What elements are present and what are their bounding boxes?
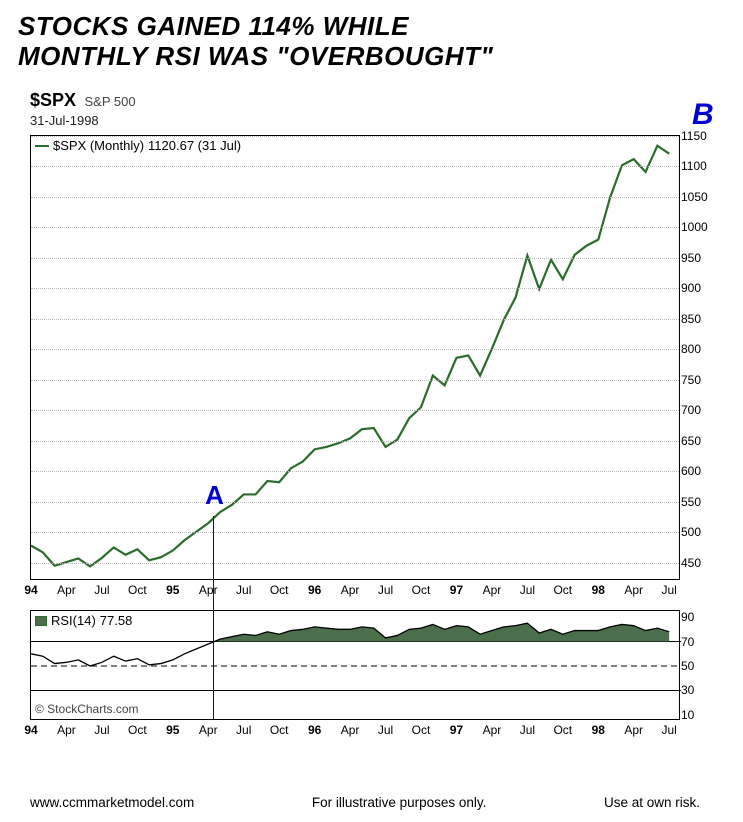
price-ytick: 450 bbox=[681, 556, 717, 570]
price-xtick: Jul bbox=[520, 583, 535, 597]
price-chart: $SPX (Monthly) 1120.67 (31 Jul) 45050055… bbox=[30, 135, 680, 580]
page-title: STOCKS GAINED 114% WHILE MONTHLY RSI WAS… bbox=[0, 0, 743, 72]
rsi-chart: RSI(14) 77.58 © StockCharts.com 10305070… bbox=[30, 610, 680, 720]
price-ytick: 650 bbox=[681, 434, 717, 448]
title-line1: STOCKS GAINED 114% WHILE bbox=[18, 12, 743, 42]
rsi-xtick: 94 bbox=[24, 723, 37, 737]
symbol-name: S&P 500 bbox=[84, 94, 135, 109]
rsi-xtick: Oct bbox=[553, 723, 572, 737]
price-xtick: Oct bbox=[270, 583, 289, 597]
rsi-xtick: Apr bbox=[341, 723, 360, 737]
rsi-xtick: Jul bbox=[94, 723, 109, 737]
rsi-xtick: Oct bbox=[412, 723, 431, 737]
marker-a-vline bbox=[213, 516, 214, 720]
rsi-xtick: Apr bbox=[57, 723, 76, 737]
price-xtick: Jul bbox=[662, 583, 677, 597]
rsi-xtick: Apr bbox=[199, 723, 218, 737]
rsi-xtick: Oct bbox=[270, 723, 289, 737]
price-xtick: 96 bbox=[308, 583, 321, 597]
price-ytick: 550 bbox=[681, 495, 717, 509]
rsi-xtick: Jul bbox=[236, 723, 251, 737]
price-xtick: Oct bbox=[553, 583, 572, 597]
price-xtick: 97 bbox=[450, 583, 463, 597]
price-ytick: 500 bbox=[681, 525, 717, 539]
rsi-xtick: Apr bbox=[483, 723, 502, 737]
price-plot-svg bbox=[31, 136, 681, 581]
price-xtick: Oct bbox=[128, 583, 147, 597]
rsi-ytick: 50 bbox=[681, 659, 717, 673]
footer-source: www.ccmmarketmodel.com bbox=[30, 795, 194, 810]
marker-a: A bbox=[205, 480, 224, 511]
price-ytick: 750 bbox=[681, 373, 717, 387]
price-xtick: Apr bbox=[483, 583, 502, 597]
footer-disclaimer: For illustrative purposes only. bbox=[312, 795, 487, 810]
price-xtick: Apr bbox=[57, 583, 76, 597]
title-line2: MONTHLY RSI WAS "OVERBOUGHT" bbox=[18, 42, 743, 72]
price-xtick: Apr bbox=[624, 583, 643, 597]
rsi-xtick: 97 bbox=[450, 723, 463, 737]
rsi-ytick: 10 bbox=[681, 708, 717, 722]
price-ytick: 950 bbox=[681, 251, 717, 265]
price-ytick: 900 bbox=[681, 281, 717, 295]
rsi-xtick: Oct bbox=[128, 723, 147, 737]
price-xtick: Jul bbox=[236, 583, 251, 597]
rsi-xtick: 95 bbox=[166, 723, 179, 737]
price-ytick: 850 bbox=[681, 312, 717, 326]
stockcharts-credit: © StockCharts.com bbox=[35, 702, 139, 716]
price-xtick: Jul bbox=[378, 583, 393, 597]
rsi-xtick: Jul bbox=[520, 723, 535, 737]
rsi-xtick: Jul bbox=[662, 723, 677, 737]
price-xtick: Apr bbox=[341, 583, 360, 597]
rsi-xtick: Jul bbox=[378, 723, 393, 737]
price-ytick: 800 bbox=[681, 342, 717, 356]
rsi-ytick: 90 bbox=[681, 610, 717, 624]
price-ytick: 600 bbox=[681, 464, 717, 478]
price-ytick: 1150 bbox=[681, 129, 717, 143]
price-xtick: Oct bbox=[412, 583, 431, 597]
rsi-xtick: 98 bbox=[592, 723, 605, 737]
marker-b: B bbox=[692, 98, 714, 132]
rsi-xtick: Apr bbox=[624, 723, 643, 737]
chart-date: 31-Jul-1998 bbox=[30, 113, 743, 128]
price-xtick: Apr bbox=[199, 583, 218, 597]
price-ytick: 1050 bbox=[681, 190, 717, 204]
price-xtick: Jul bbox=[94, 583, 109, 597]
chart-header: $SPX S&P 500 31-Jul-1998 bbox=[0, 72, 743, 128]
price-xtick: 98 bbox=[592, 583, 605, 597]
footer: www.ccmmarketmodel.com For illustrative … bbox=[30, 795, 700, 810]
rsi-xtick: 96 bbox=[308, 723, 321, 737]
price-ytick: 700 bbox=[681, 403, 717, 417]
symbol-code: $SPX bbox=[30, 90, 76, 110]
rsi-ytick: 70 bbox=[681, 635, 717, 649]
price-ytick: 1000 bbox=[681, 220, 717, 234]
footer-risk: Use at own risk. bbox=[604, 795, 700, 810]
price-xtick: 94 bbox=[24, 583, 37, 597]
rsi-ytick: 30 bbox=[681, 683, 717, 697]
price-ytick: 1100 bbox=[681, 159, 717, 173]
price-xtick: 95 bbox=[166, 583, 179, 597]
